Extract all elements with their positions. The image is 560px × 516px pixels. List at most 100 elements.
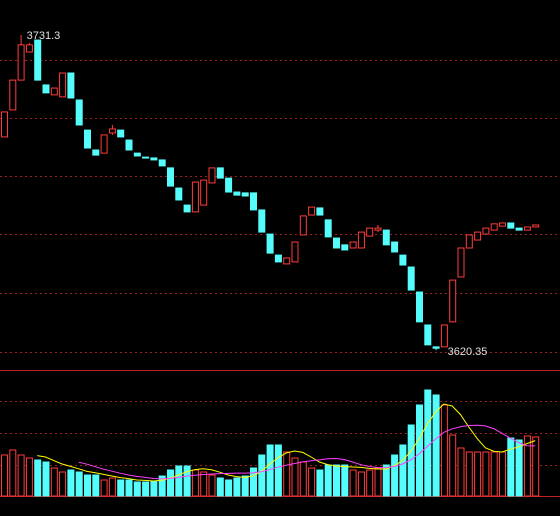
candle-body xyxy=(382,229,390,246)
candle-body xyxy=(183,204,191,213)
volume-bar xyxy=(34,459,42,497)
volume-bar xyxy=(474,451,482,497)
candle-body xyxy=(142,156,150,159)
candle-body xyxy=(208,167,216,184)
candle-body xyxy=(523,226,531,231)
volume-bar xyxy=(233,477,241,497)
volume-bar xyxy=(523,435,531,497)
candle-body xyxy=(75,99,83,126)
volume-bar xyxy=(125,479,133,497)
volume-bar xyxy=(482,451,490,497)
moving-average-line xyxy=(78,424,536,480)
candle-body xyxy=(499,222,506,227)
candle-body xyxy=(150,157,158,161)
volume-bar xyxy=(142,481,150,497)
candle-body xyxy=(59,72,67,98)
volume-bar xyxy=(407,424,415,497)
volume-bar xyxy=(208,474,216,497)
candle-body xyxy=(133,152,141,157)
candle-body xyxy=(532,224,540,228)
volume-bar xyxy=(391,454,399,497)
volume-bar xyxy=(465,451,473,497)
volume-bar xyxy=(299,461,307,497)
volume-bar xyxy=(84,474,91,497)
volume-bar xyxy=(382,464,390,497)
candle-body xyxy=(117,129,125,138)
volume-bar xyxy=(100,479,108,497)
candle-body xyxy=(108,128,116,134)
candle-body xyxy=(250,192,257,211)
high-label: 3731.3 xyxy=(27,30,61,42)
volume-bar xyxy=(274,444,282,497)
volume-bar xyxy=(158,475,166,497)
candle-body xyxy=(167,167,174,187)
volume-bar xyxy=(341,464,349,497)
volume-bar xyxy=(200,471,208,497)
volume-bar xyxy=(241,475,249,497)
volume-bar xyxy=(108,477,116,497)
candle-body xyxy=(216,167,224,179)
volume-bar xyxy=(1,454,8,497)
volume-bar xyxy=(50,467,58,497)
candle-body xyxy=(424,324,432,346)
candle-body xyxy=(357,231,365,249)
candle-body xyxy=(391,241,399,253)
candle-body xyxy=(283,257,291,265)
volume-bar xyxy=(333,464,340,497)
candle-body xyxy=(266,233,274,254)
volume-bar xyxy=(324,464,332,497)
candle-body xyxy=(100,134,108,154)
candle-body xyxy=(291,241,299,263)
candle-body xyxy=(416,291,423,323)
volume-bar xyxy=(17,454,25,497)
candle-body xyxy=(449,279,457,323)
candle-body xyxy=(50,87,58,96)
candle-body xyxy=(366,227,374,237)
volume-bar xyxy=(291,457,299,497)
volume-bar xyxy=(250,467,257,497)
candle-body xyxy=(67,72,75,99)
volume-bar xyxy=(308,467,316,497)
candle-body xyxy=(42,84,50,94)
candle-body xyxy=(308,206,316,216)
volume-bar xyxy=(117,479,125,497)
candle-body xyxy=(399,254,407,266)
candle-body xyxy=(241,192,249,197)
candle-body xyxy=(440,324,448,348)
volume-bar xyxy=(183,465,191,497)
volume-bar xyxy=(374,467,382,497)
candle-body xyxy=(233,191,241,196)
candle-body xyxy=(482,227,490,235)
candle-body xyxy=(515,227,523,231)
candle-body xyxy=(349,241,357,249)
volume-bar xyxy=(133,481,141,497)
volume-bar xyxy=(59,471,67,497)
candle-body xyxy=(92,149,100,156)
volume-bar xyxy=(457,447,465,497)
candle-body xyxy=(258,209,266,233)
volume-bar xyxy=(175,465,183,497)
volume-bar xyxy=(150,480,158,497)
volume-bar xyxy=(283,451,291,497)
candle-body xyxy=(225,177,233,193)
low-label: 3620.35 xyxy=(448,346,488,358)
volume-bar xyxy=(67,469,75,497)
candle-body xyxy=(1,111,8,138)
volume-bar xyxy=(225,479,233,497)
candle-body xyxy=(490,223,498,231)
volume-bar xyxy=(440,404,448,497)
candle-body xyxy=(34,39,42,81)
volume-bar xyxy=(432,394,440,497)
volume-bar xyxy=(515,439,523,497)
volume-bar xyxy=(507,437,515,497)
volume-bar xyxy=(490,451,498,497)
candle-body xyxy=(407,266,415,291)
candle-body xyxy=(158,159,166,167)
moving-average-line xyxy=(37,403,536,482)
candle-body xyxy=(299,215,307,236)
candle-body xyxy=(324,219,332,238)
volume-bar xyxy=(357,471,365,497)
volume-bar xyxy=(75,471,83,497)
